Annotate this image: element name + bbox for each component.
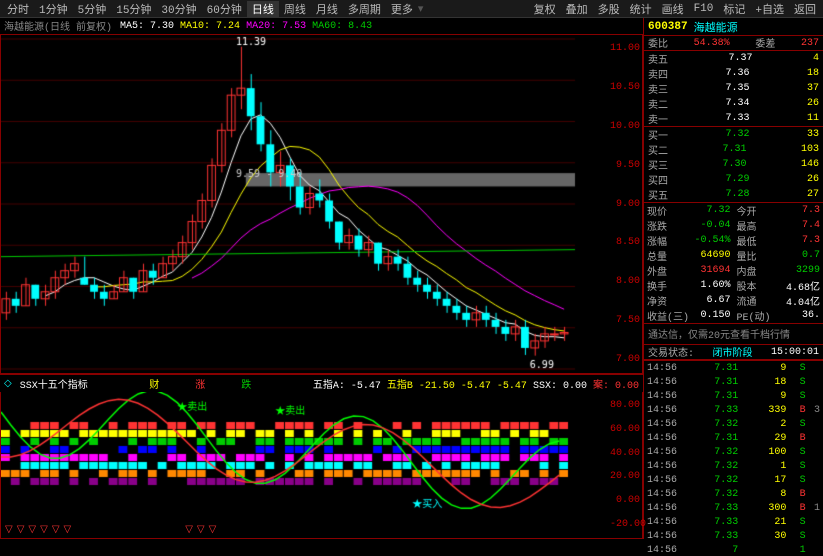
menu-fuquan[interactable]: 复权 — [529, 1, 561, 17]
price-y-axis: 11.0010.5010.009.509.008.508.007.507.00 — [608, 35, 642, 373]
notice-upgrade[interactable]: 通达信，仅需20元查看千档行情 — [644, 323, 823, 345]
menu-stats[interactable]: 统计 — [625, 1, 657, 17]
menu-weekly[interactable]: 周线 — [279, 1, 311, 17]
ask-levels: 卖五7.374卖四7.3618卖三7.3537卖二7.3426卖一7.3311 — [644, 51, 823, 126]
menu-f10[interactable]: F10 — [689, 3, 719, 15]
menu-mark[interactable]: 标记 — [718, 1, 750, 17]
menu-draw[interactable]: 画线 — [657, 1, 689, 17]
indicator-title-bar: ◇ SSX十五个指标 财涨跌 五指A: -5.47 五指B -21.50 -5.… — [0, 374, 643, 392]
menu-overlay[interactable]: 叠加 — [561, 1, 593, 17]
chart-title: 海越能源(日线 前复权) — [4, 18, 112, 34]
menu-1m[interactable]: 1分钟 — [34, 1, 73, 17]
chart-title-bar: 海越能源(日线 前复权) MA5: 7.30 MA10: 7.24 MA20: … — [0, 18, 643, 34]
bid-levels: 买一7.3233买二7.31103买三7.30146买四7.2926买五7.28… — [644, 126, 823, 202]
indicator-chart[interactable]: 80.0060.0040.0020.000.00-20.00 ▽▽▽▽▽▽ ▽▽… — [0, 392, 643, 539]
menu-daily[interactable]: 日线 — [247, 1, 279, 17]
stock-header[interactable]: 600387 海越能源 — [644, 18, 823, 36]
indicator-y-axis: 80.0060.0040.0020.000.00-20.00 — [608, 392, 642, 538]
menu-multi[interactable]: 多周期 — [343, 1, 386, 17]
menu-60m[interactable]: 60分钟 — [202, 1, 247, 17]
menu-back[interactable]: 返回 — [789, 1, 821, 17]
menu-5m[interactable]: 5分钟 — [73, 1, 112, 17]
quote-panel: 600387 海越能源 委比 54.38% 委差 237 卖五7.374卖四7.… — [643, 18, 823, 539]
menu-monthly[interactable]: 月线 — [311, 1, 343, 17]
menu-more[interactable]: 更多 — [386, 1, 418, 17]
menu-30m[interactable]: 30分钟 — [156, 1, 201, 17]
price-chart[interactable]: 11.0010.5010.009.509.008.508.007.507.00 — [0, 34, 643, 374]
menu-multistock[interactable]: 多股 — [593, 1, 625, 17]
quote-details: 现价7.32今开7.3涨跌-0.04最高7.4涨幅-0.54%最低7.3总量64… — [644, 202, 823, 323]
stock-name: 海越能源 — [694, 19, 738, 35]
menu-watchlist[interactable]: +自选 — [750, 1, 789, 17]
indicator-arrows: ▽▽▽▽▽▽ ▽▽▽ — [5, 524, 216, 536]
tick-list: 14:567.319S14:567.3118S14:567.319S14:567… — [644, 360, 823, 556]
stock-code: 600387 — [648, 21, 688, 33]
menu-fenshi[interactable]: 分时 — [2, 1, 34, 17]
menu-15m[interactable]: 15分钟 — [111, 1, 156, 17]
timeframe-menu[interactable]: 分时 1分钟 5分钟 15分钟 30分钟 60分钟 日线 周线 月线 多周期 更… — [0, 0, 823, 18]
